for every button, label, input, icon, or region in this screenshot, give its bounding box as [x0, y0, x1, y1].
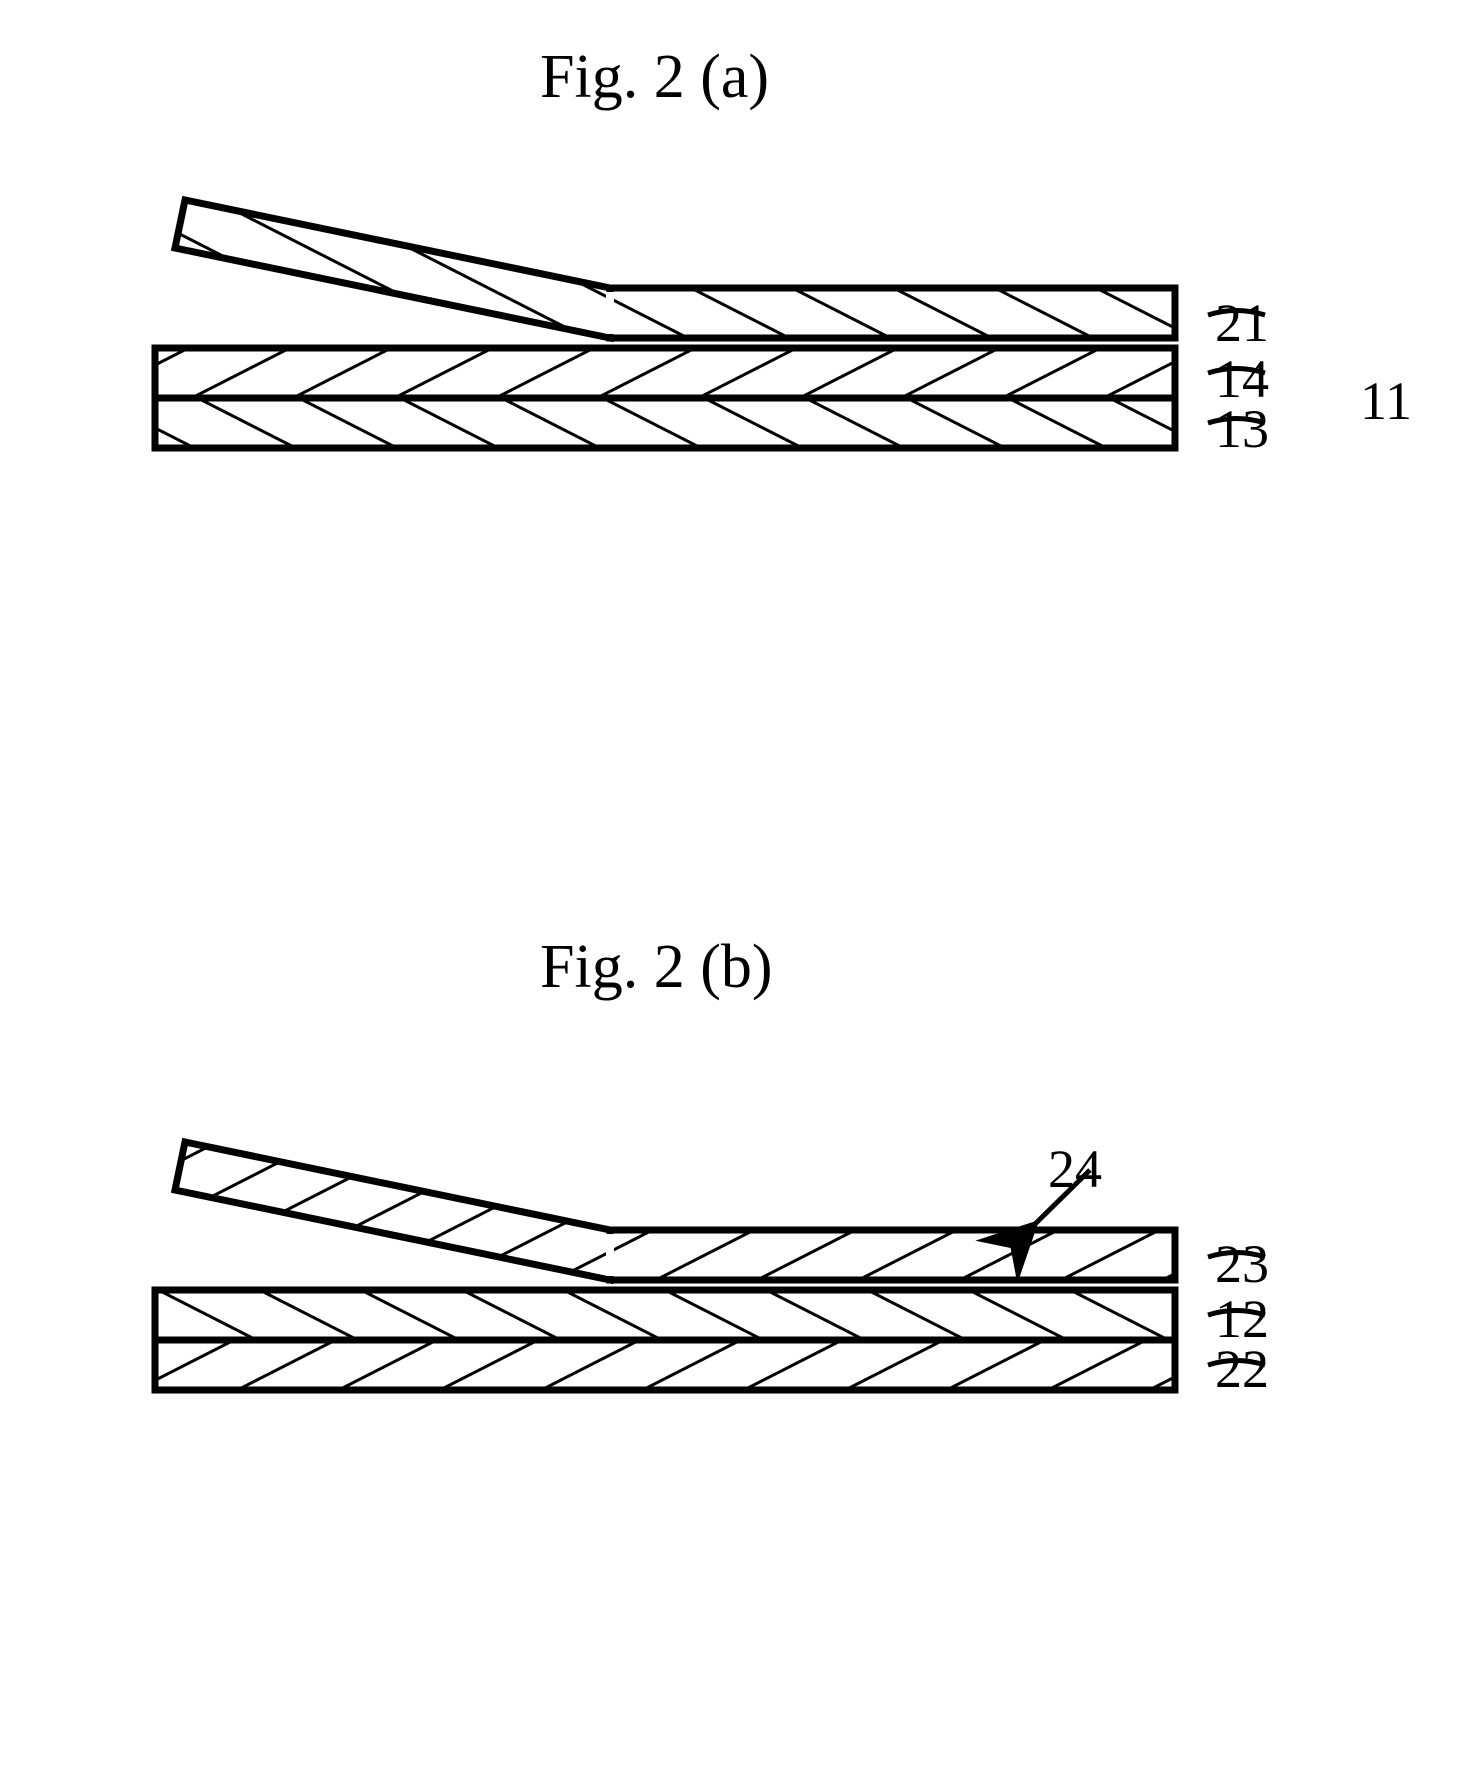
- layer-13: [155, 398, 1175, 448]
- layer-22: [155, 1340, 1175, 1390]
- figure-a-diagram: [90, 190, 1270, 480]
- layer-21: [175, 200, 1175, 338]
- label-13: 13: [1215, 398, 1269, 460]
- label-11: 11: [1360, 370, 1412, 432]
- label-22: 22: [1215, 1338, 1269, 1400]
- label-21: 21: [1215, 292, 1269, 354]
- layer-14: [155, 348, 1175, 398]
- label-23: 23: [1215, 1233, 1269, 1295]
- layer-12: [155, 1290, 1175, 1340]
- label-24: 24: [1048, 1138, 1102, 1200]
- figure-b-title: Fig. 2 (b): [540, 932, 773, 1003]
- figure-a-title: Fig. 2 (a): [540, 42, 769, 113]
- layer-23: [175, 1142, 1175, 1280]
